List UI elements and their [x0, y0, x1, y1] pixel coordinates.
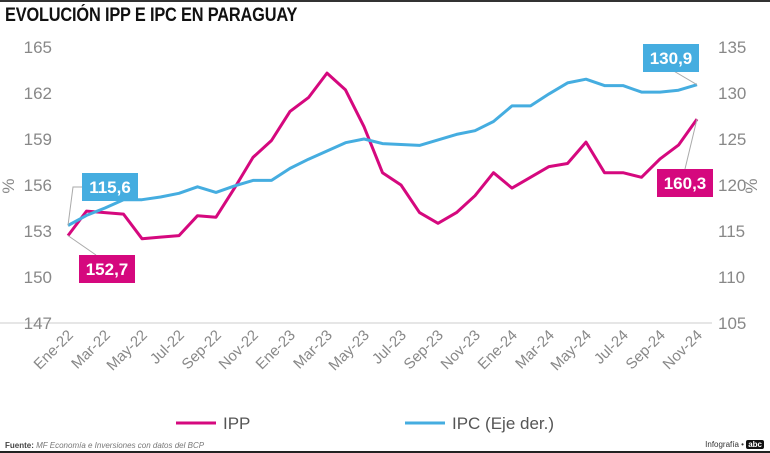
annotation-box — [657, 169, 713, 197]
annotation-box — [79, 255, 135, 283]
annotation-value-label: 130,9 — [650, 49, 693, 68]
x-tick-label: May-22 — [103, 327, 150, 374]
y-left-tick-label: 159 — [24, 130, 52, 149]
credit: Infografía • abc — [705, 440, 764, 449]
x-tick-label: May-24 — [547, 327, 594, 374]
x-tick-label: Nov-23 — [438, 327, 484, 373]
annotation-box — [82, 173, 138, 201]
chart-title: EVOLUCIÓN IPP E IPC EN PARAGUAY — [5, 5, 298, 26]
bottom-rule — [0, 451, 770, 453]
series-line-ipp — [66, 71, 699, 241]
line-chart: 147 150 153 156 159 162 165 105 110 115 120 125 130 1… — [0, 38, 761, 433]
legend-label: IPP — [223, 414, 250, 433]
y-right-tick-label: 110 — [718, 268, 745, 287]
legend-label: IPC (Eje der.) — [452, 414, 554, 433]
abc-logo: abc — [746, 440, 764, 449]
x-tick-label: Ene-22 — [31, 327, 77, 373]
y-right-tick-label: 105 — [718, 314, 746, 333]
y-right-axis-label: % — [742, 178, 761, 193]
y-right-tick-label: 115 — [718, 222, 745, 241]
credit-text: Infografía • — [705, 440, 744, 449]
x-tick-label: Sep-24 — [623, 327, 669, 373]
annotation-box — [643, 44, 699, 72]
y-left-tick-label: 162 — [24, 84, 52, 103]
y-right-tick-label: 125 — [718, 130, 746, 149]
source-text: MF Economía e Inversiones con datos del … — [36, 441, 205, 450]
y-left-tick-label: 153 — [24, 222, 52, 241]
x-tick-label: Ene-24 — [475, 327, 521, 373]
x-tick-label: Sep-23 — [401, 327, 447, 373]
annotation-leader-line — [684, 118, 698, 170]
annotation-leader-line — [67, 235, 97, 256]
annotation-value-label: 152,7 — [86, 260, 129, 279]
y-right-tick-label: 135 — [718, 38, 746, 57]
x-tick-label: Sep-22 — [179, 327, 225, 373]
series-line-ipc — [67, 77, 698, 227]
y-left-tick-label: 165 — [24, 38, 52, 57]
x-tick-label: Nov-24 — [660, 327, 706, 373]
x-tick-label: Nov-22 — [216, 327, 262, 373]
top-rule — [0, 0, 770, 2]
x-tick-label: May-23 — [325, 327, 372, 374]
source-label: Fuente: — [5, 441, 34, 450]
y-right-tick-label: 120 — [718, 176, 746, 195]
x-tick-label: Ene-23 — [253, 327, 299, 373]
annotation-leader-line — [671, 69, 698, 86]
annotation-value-label: 115,6 — [89, 178, 131, 197]
annotation-value-label: 160,3 — [664, 174, 707, 193]
annotation-leader-line — [67, 186, 82, 226]
y-left-tick-label: 156 — [24, 176, 52, 195]
source-note: Fuente: MF Economía e Inversiones con da… — [5, 441, 204, 450]
y-left-tick-label: 150 — [24, 268, 52, 287]
y-left-axis-label: % — [0, 178, 18, 193]
y-left-tick-label: 147 — [24, 314, 52, 333]
y-right-tick-label: 130 — [718, 84, 746, 103]
